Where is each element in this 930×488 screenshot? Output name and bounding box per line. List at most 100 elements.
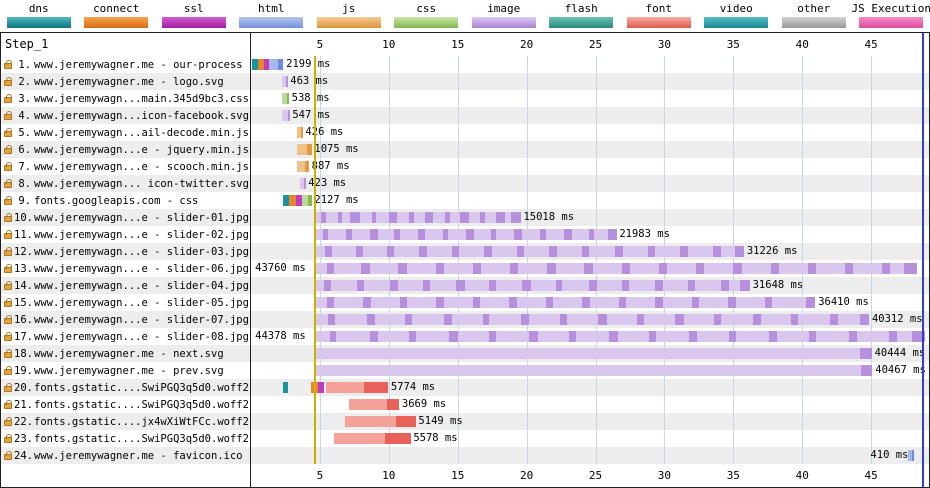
- bar-download-chunk[interactable]: [326, 297, 334, 308]
- bar-segment-img_l[interactable]: [313, 314, 870, 325]
- bar-download-chunk[interactable]: [489, 331, 497, 342]
- request-label[interactable]: 20. fonts.gstatic....SwiPGQ3q5d0.woff2: [1, 379, 251, 396]
- bar-segment-js_d[interactable]: [300, 127, 304, 138]
- bar-segment-img_l[interactable]: [314, 365, 863, 376]
- bar-download-chunk[interactable]: [445, 212, 451, 223]
- request-label[interactable]: 19. www.jeremywagner.me - prev.svg: [1, 362, 251, 379]
- bar-download-chunk[interactable]: [809, 331, 816, 342]
- bar-download-chunk[interactable]: [398, 263, 407, 274]
- bar-download-chunk[interactable]: [559, 314, 567, 325]
- bar-download-chunk[interactable]: [510, 263, 519, 274]
- bar-segment-css_l[interactable]: [282, 93, 287, 104]
- bar-segment-img_l[interactable]: [313, 331, 926, 342]
- request-label[interactable]: 2. www.jeremywagner.me - logo.svg: [1, 73, 251, 90]
- bar-download-chunk[interactable]: [508, 297, 517, 308]
- bar-segment-html_d[interactable]: [277, 59, 283, 70]
- bar-download-chunk[interactable]: [361, 263, 370, 274]
- bar-download-chunk[interactable]: [849, 331, 858, 342]
- request-label[interactable]: 23. fonts.gstatic....SwiPGQ3q5d0.woff2: [1, 430, 251, 447]
- request-label[interactable]: 6. www.jeremywagn...e - jquery.min.js: [1, 141, 251, 158]
- bar-download-chunk[interactable]: [712, 246, 721, 257]
- bar-download-chunk[interactable]: [769, 331, 778, 342]
- bar-download-chunk[interactable]: [372, 212, 377, 223]
- bar-download-chunk[interactable]: [904, 263, 917, 274]
- bar-download-chunk[interactable]: [912, 331, 926, 342]
- bar-download-chunk[interactable]: [357, 280, 364, 291]
- bar-download-chunk[interactable]: [807, 263, 816, 274]
- bar-download-chunk[interactable]: [675, 314, 684, 325]
- bar-download-chunk[interactable]: [752, 314, 761, 325]
- request-label[interactable]: 13. www.jeremywagn...e - slider-06.jpg: [1, 260, 251, 277]
- bar-download-chunk[interactable]: [326, 263, 334, 274]
- bar-segment-ssl[interactable]: [264, 59, 269, 70]
- request-label[interactable]: 24. www.jeremywagner.me - favicon.ico: [1, 447, 251, 464]
- bar-download-chunk[interactable]: [409, 331, 417, 342]
- bar-segment-css_l[interactable]: [302, 195, 309, 206]
- bar-download-chunk[interactable]: [548, 246, 557, 257]
- bar-download-chunk[interactable]: [452, 246, 460, 257]
- request-label[interactable]: 22. fonts.gstatic....jx4wXiWtFCc.woff2: [1, 413, 251, 430]
- request-label[interactable]: 12. www.jeremywagn...e - slider-03.jpg: [1, 243, 251, 260]
- bar-segment-html_l[interactable]: [908, 450, 913, 461]
- bar-download-chunk[interactable]: [734, 246, 745, 257]
- bar-download-chunk[interactable]: [614, 246, 624, 257]
- bar-download-chunk[interactable]: [882, 263, 891, 274]
- bar-segment-html_d[interactable]: [912, 450, 914, 461]
- bar-segment-js_l[interactable]: [297, 144, 307, 155]
- bar-download-chunk[interactable]: [460, 212, 469, 223]
- bar-download-chunk[interactable]: [465, 229, 475, 240]
- request-label[interactable]: 16. www.jeremywagn...e - slider-07.jpg: [1, 311, 251, 328]
- bar-segment-img_l[interactable]: [282, 110, 288, 121]
- bar-download-chunk[interactable]: [720, 280, 730, 291]
- bar-download-chunk[interactable]: [521, 314, 530, 325]
- request-label[interactable]: 18. www.jeremywagner.me - next.svg: [1, 345, 251, 362]
- bar-download-chunk[interactable]: [362, 297, 371, 308]
- bar-download-chunk[interactable]: [691, 297, 699, 308]
- bar-download-chunk[interactable]: [729, 331, 737, 342]
- bar-segment-img_l[interactable]: [313, 297, 816, 308]
- bar-download-chunk[interactable]: [388, 212, 398, 223]
- bar-download-chunk[interactable]: [346, 229, 352, 240]
- bar-download-chunk[interactable]: [472, 297, 480, 308]
- bar-download-chunk[interactable]: [405, 314, 413, 325]
- bar-download-chunk[interactable]: [328, 314, 336, 325]
- bar-download-chunk[interactable]: [654, 280, 664, 291]
- bar-segment-html_l[interactable]: [268, 59, 278, 70]
- bar-download-chunk[interactable]: [482, 314, 490, 325]
- bar-segment-img_l[interactable]: [313, 280, 750, 291]
- bar-download-chunk[interactable]: [435, 263, 444, 274]
- bar-download-chunk[interactable]: [545, 297, 553, 308]
- bar-download-chunk[interactable]: [714, 314, 721, 325]
- bar-download-chunk[interactable]: [399, 297, 407, 308]
- bar-download-chunk[interactable]: [424, 212, 433, 223]
- bar-download-chunk[interactable]: [529, 331, 538, 342]
- bar-segment-img_l[interactable]: [313, 212, 521, 223]
- bar-download-chunk[interactable]: [443, 314, 453, 325]
- request-label[interactable]: 15. www.jeremywagn...e - slider-05.jpg: [1, 294, 251, 311]
- bar-download-chunk[interactable]: [423, 280, 431, 291]
- bar-download-chunk[interactable]: [654, 297, 664, 308]
- bar-download-chunk[interactable]: [511, 212, 521, 223]
- bar-download-chunk[interactable]: [489, 280, 497, 291]
- bar-download-chunk[interactable]: [588, 280, 597, 291]
- bar-segment-js_d[interactable]: [306, 144, 313, 155]
- bar-download-chunk[interactable]: [369, 229, 378, 240]
- bar-download-chunk[interactable]: [540, 229, 546, 240]
- bar-download-chunk[interactable]: [442, 229, 449, 240]
- bar-download-chunk[interactable]: [806, 297, 816, 308]
- bar-segment-ssl[interactable]: [296, 195, 303, 206]
- bar-download-chunk[interactable]: [649, 331, 657, 342]
- bar-download-chunk[interactable]: [325, 246, 333, 257]
- bar-segment-css_d[interactable]: [286, 93, 290, 104]
- bar-download-chunk[interactable]: [555, 280, 563, 291]
- bar-download-chunk[interactable]: [607, 229, 617, 240]
- bar-download-chunk[interactable]: [658, 263, 668, 274]
- bar-download-chunk[interactable]: [636, 314, 644, 325]
- bar-segment-img_l[interactable]: [313, 229, 617, 240]
- bar-download-chunk[interactable]: [860, 365, 873, 376]
- bar-segment-js_l[interactable]: [297, 161, 306, 172]
- bar-download-chunk[interactable]: [791, 314, 799, 325]
- bar-segment-css_d[interactable]: [308, 195, 313, 206]
- bar-segment-dns[interactable]: [252, 59, 258, 70]
- bar-download-chunk[interactable]: [496, 212, 505, 223]
